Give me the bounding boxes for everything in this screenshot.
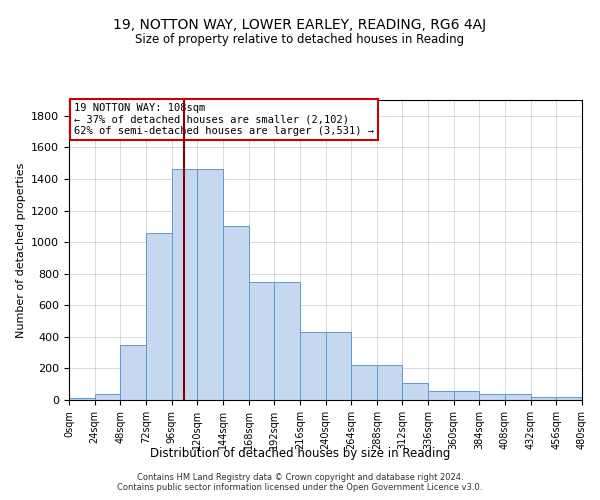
Bar <box>95 394 121 400</box>
Bar <box>146 232 172 400</box>
Text: 19, NOTTON WAY, LOWER EARLEY, READING, RG6 4AJ: 19, NOTTON WAY, LOWER EARLEY, READING, R… <box>113 18 487 32</box>
Bar <box>403 382 428 400</box>
Bar <box>531 397 556 400</box>
Bar <box>121 344 146 400</box>
Bar <box>223 226 248 400</box>
Text: 19 NOTTON WAY: 108sqm
← 37% of detached houses are smaller (2,102)
62% of semi-d: 19 NOTTON WAY: 108sqm ← 37% of detached … <box>74 103 374 136</box>
Y-axis label: Number of detached properties: Number of detached properties <box>16 162 26 338</box>
Bar <box>479 394 505 400</box>
Bar <box>69 398 95 400</box>
Text: Contains HM Land Registry data © Crown copyright and database right 2024.
Contai: Contains HM Land Registry data © Crown c… <box>118 473 482 492</box>
Bar <box>556 397 582 400</box>
Bar <box>300 332 325 400</box>
Bar <box>505 394 531 400</box>
Bar <box>325 332 351 400</box>
Bar <box>428 392 454 400</box>
Bar <box>274 282 300 400</box>
Bar <box>248 282 274 400</box>
Text: Distribution of detached houses by size in Reading: Distribution of detached houses by size … <box>150 448 450 460</box>
Text: Size of property relative to detached houses in Reading: Size of property relative to detached ho… <box>136 32 464 46</box>
Bar <box>454 392 479 400</box>
Bar <box>172 170 197 400</box>
Bar <box>377 366 403 400</box>
Bar <box>351 366 377 400</box>
Bar <box>197 170 223 400</box>
